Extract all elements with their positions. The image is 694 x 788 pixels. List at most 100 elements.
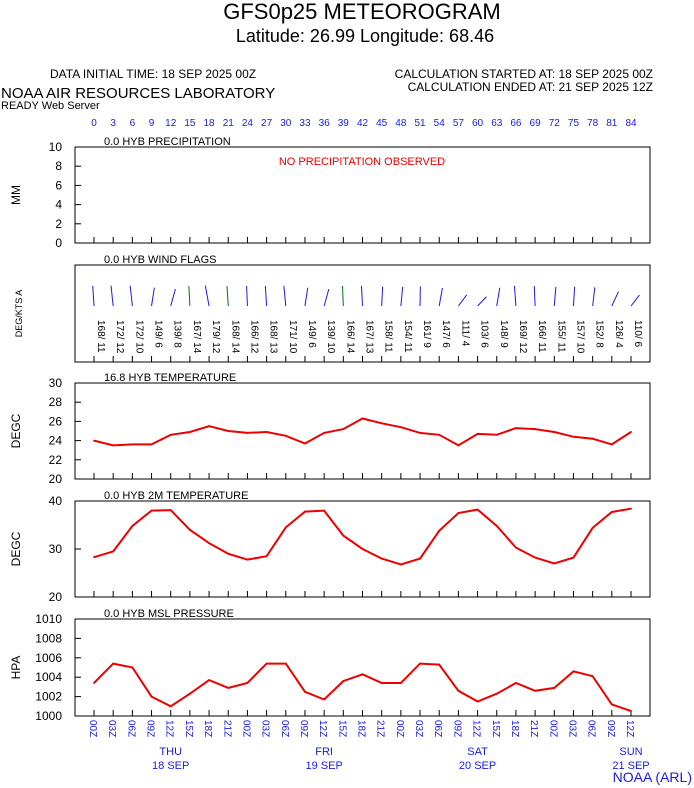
forecast-hour-label: 45: [376, 118, 388, 129]
wind-barb: [496, 287, 501, 307]
series-point: [476, 700, 479, 703]
y-tick-label: 1010: [35, 612, 62, 626]
wind-barb: [170, 288, 176, 307]
time-label: 00Z: [394, 720, 405, 737]
series-point: [380, 557, 383, 560]
series-point: [284, 434, 287, 437]
wind-barb: [342, 286, 344, 307]
series-point: [515, 427, 517, 430]
y-tick-label: 4: [55, 198, 62, 212]
data-initial-time: DATA INITIAL TIME: 18 SEP 2025 00Z: [50, 67, 256, 81]
day-label: SAT: [467, 746, 488, 758]
forecast-hour-label: 3: [110, 118, 116, 129]
time-label: 06Z: [432, 720, 443, 737]
time-label: 06Z: [586, 720, 597, 737]
y-tick-label: 24: [49, 434, 63, 448]
series-point: [438, 663, 441, 666]
time-label: 09Z: [145, 720, 156, 737]
wind-label: 157/ 10: [574, 320, 585, 354]
forecast-hour-label: 12: [165, 118, 177, 129]
series-point: [553, 431, 556, 433]
series-point: [246, 682, 249, 684]
time-label: 00Z: [547, 720, 558, 737]
y-tick-label: 1008: [35, 631, 62, 645]
series-point: [169, 433, 172, 436]
wind-label: 166/ 11: [536, 320, 547, 353]
wind-label: 110/ 6: [632, 320, 643, 347]
wind-barb: [592, 287, 596, 307]
forecast-hour-axis: 0 3 6 9 12 15 18 21 24 27 30 33 36 39 42 45 48 51 54 57 60 63…: [91, 118, 637, 129]
panel-title: 0.0 HYB MSL PRESSURE: [104, 608, 234, 620]
wind-barb: [438, 287, 443, 307]
series-point: [227, 430, 230, 432]
wind-label: 168/ 14: [229, 320, 240, 354]
panel-title: 0.0 HYB WIND FLAGS: [104, 254, 216, 266]
series-point: [304, 442, 306, 445]
day-label: FRI: [315, 746, 333, 758]
wind-label: 139/ 10: [325, 320, 336, 354]
chart-subtitle: Latitude: 26.99 Longitude: 68.46: [236, 26, 494, 46]
series-point: [630, 431, 632, 433]
forecast-hour-label: 69: [530, 118, 542, 129]
series-point: [399, 563, 402, 566]
panel-title: 16.8 HYB TEMPERATURE: [104, 372, 236, 384]
wind-barb: [283, 285, 287, 307]
series-point: [553, 686, 556, 689]
series-point: [476, 432, 479, 435]
series-point: [361, 673, 364, 676]
series-point: [227, 686, 230, 689]
y-tick-label: 28: [49, 395, 63, 409]
y-tick-label: 20: [49, 472, 63, 486]
y-axis-label: DEGC: [9, 531, 23, 566]
series-point: [112, 550, 115, 553]
footer-brand: NOAA (ARL): [613, 769, 692, 785]
time-label: 15Z: [183, 720, 194, 737]
series-point: [534, 689, 537, 692]
series-point: [169, 509, 172, 512]
series-point: [495, 525, 498, 527]
series-point: [208, 542, 210, 545]
series-point: [495, 433, 498, 436]
wind-label: 148/ 9: [498, 320, 509, 348]
time-label: 21Z: [375, 720, 386, 737]
wind-label: 152/ 8: [594, 320, 605, 348]
forecast-hour-label: 9: [149, 118, 155, 129]
forecast-hour-label: 30: [280, 118, 292, 129]
y-tick-label: 1004: [35, 670, 62, 684]
wind-barb: [611, 291, 619, 307]
series-line: [93, 507, 632, 566]
forecast-hour-label: 75: [568, 118, 580, 129]
series-point: [380, 682, 383, 684]
date-label: 20 SEP: [459, 760, 496, 772]
series-point: [342, 680, 345, 682]
series-point: [323, 698, 326, 701]
series-point: [188, 431, 191, 433]
forecast-hour-label: 6: [130, 118, 136, 129]
series-point: [515, 546, 517, 549]
y-axis-label: DEGC: [9, 413, 23, 448]
panel-title: 0.0 HYB 2M TEMPERATURE: [104, 490, 248, 502]
series-point: [188, 692, 191, 695]
forecast-hour-label: 78: [587, 118, 599, 129]
wind-label: 166/ 12: [248, 320, 259, 354]
wind-barb: [204, 285, 210, 307]
series-point: [572, 556, 575, 559]
series-point: [112, 662, 115, 665]
wind-barb: [226, 285, 229, 307]
wind-barb: [553, 286, 557, 307]
forecast-hour-label: 24: [242, 118, 254, 129]
wind-label: 147/ 6: [440, 320, 451, 348]
series-point: [572, 670, 575, 673]
series-point: [457, 444, 460, 447]
time-label: 15Z: [336, 720, 347, 737]
time-label: 09Z: [451, 720, 462, 737]
wind-barb: [513, 285, 517, 307]
series-point: [438, 529, 441, 532]
forecast-hour-label: 51: [414, 118, 426, 129]
time-label: 18Z: [509, 720, 520, 737]
wind-label: 168/ 13: [268, 320, 279, 354]
wind-barb: [304, 287, 309, 307]
wind-label: 161/ 9: [421, 320, 432, 348]
series-point: [93, 439, 95, 442]
series-line: [93, 417, 632, 447]
